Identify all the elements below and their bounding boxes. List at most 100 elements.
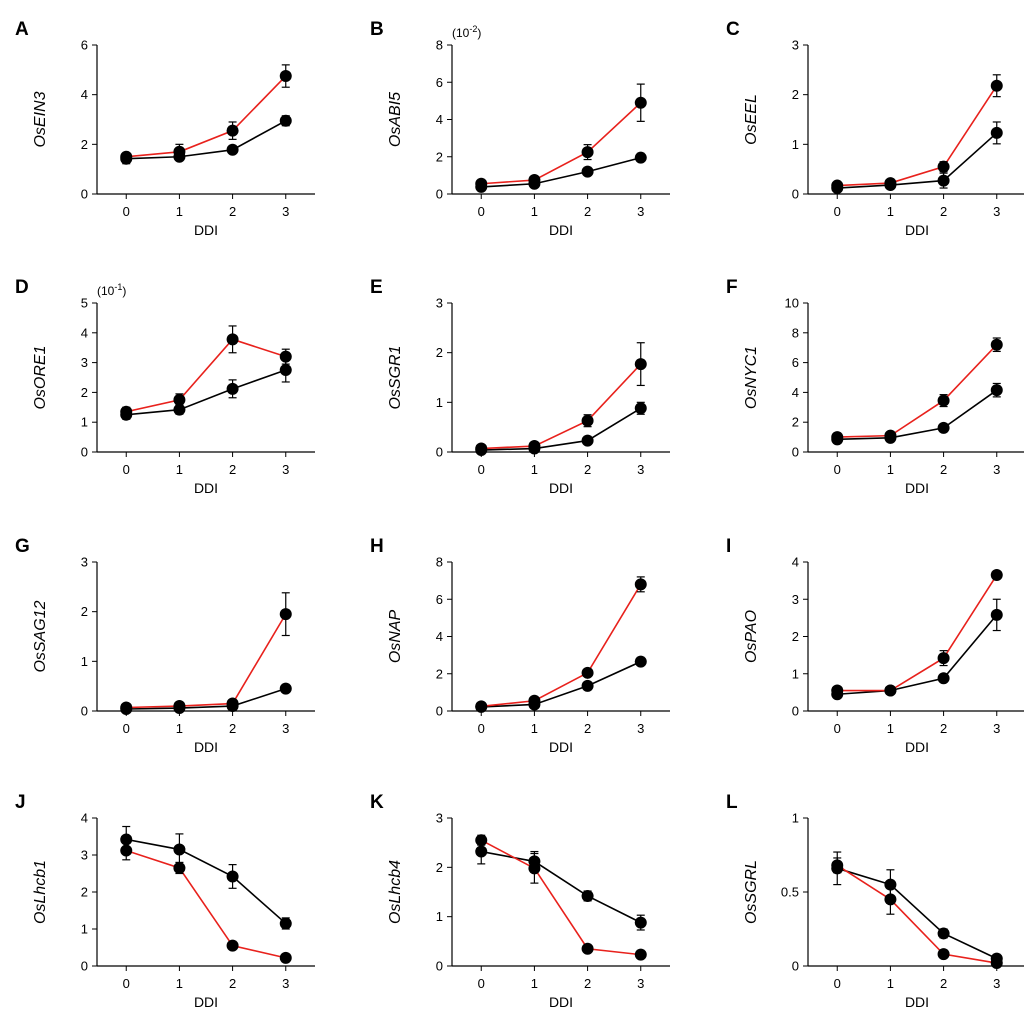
x-tick-label: 0 [478,721,485,736]
data-point-red [226,697,239,710]
y-tick-label: 1 [81,415,88,430]
panel-letter-h: H [370,536,384,557]
panel-letter-l: L [726,792,738,813]
x-tick-label: 1 [531,721,538,736]
y-axis-label: OsORE1 [32,345,49,409]
y-tick-label: 4 [792,555,799,570]
x-tick-label: 1 [887,976,894,991]
panel-letter-k: K [370,792,384,813]
series-line-black [126,120,287,160]
y-tick-label: 2 [436,860,443,875]
panel-l: L 0 0.5 1 0 1 2 3 DDI OsSGRL [726,792,1024,1010]
y-tick-label: 1 [436,909,443,924]
y-tick-label: 1 [792,666,799,681]
data-point-black [990,608,1003,621]
y-tick-label: 2 [81,137,88,152]
series-line-red [480,839,641,956]
panel-a: A 0 2 4 6 0 1 2 3 DDI OsEIN3 [15,19,315,238]
x-tick-label: 1 [531,976,538,991]
y-tick-label: 4 [81,87,88,102]
y-tick-label: 0 [436,187,443,202]
series-line-black [837,867,998,960]
y-tick-label: 3 [81,355,88,370]
x-axis-label: DDI [905,739,929,755]
data-point-black [279,364,292,377]
data-point-black [634,402,647,415]
data-point-red [581,146,594,159]
data-point-red [279,608,292,621]
scale-close: ) [477,26,481,40]
x-tick-label: 2 [229,976,236,991]
data-point-black [634,655,647,668]
x-axis-label: DDI [194,994,218,1010]
x-tick-label: 2 [229,721,236,736]
x-tick-label: 2 [584,462,591,477]
series-line-red [837,344,998,438]
y-tick-label: 3 [436,811,443,826]
series-line-red [837,85,998,187]
x-tick-label: 0 [123,462,130,477]
x-tick-label: 1 [176,204,183,219]
y-tick-label: 1 [792,811,799,826]
data-point-red [279,70,292,83]
panel-letter-a: A [15,19,29,40]
x-tick-label: 2 [229,204,236,219]
x-tick-label: 3 [282,462,289,477]
series-line-black [481,156,641,188]
data-point-red [990,79,1003,92]
data-point-red [581,414,594,427]
panel-letter-f: F [726,277,738,298]
x-axis-label: DDI [549,480,573,496]
data-point-red [226,333,239,346]
panel-f: F 0 2 4 6 8 10 0 1 2 3 DDI OsNYC1 [726,277,1024,496]
data-point-black [173,843,186,856]
y-tick-label: 6 [81,38,88,53]
y-tick-label: 0.5 [781,885,799,900]
data-point-red [226,939,239,952]
series-line-black [126,838,287,925]
data-point-black [279,114,292,127]
y-tick-label: 3 [436,296,443,311]
y-tick-label: 4 [436,112,443,127]
y-tick-label: 2 [81,885,88,900]
y-tick-label: 0 [81,704,88,719]
data-point-black [990,126,1003,139]
series-line-black [481,850,642,924]
x-axis-label: DDI [194,222,218,238]
data-point-black [279,682,292,695]
data-point-red [581,666,594,679]
y-tick-label: 8 [792,325,799,340]
data-point-red [475,700,488,713]
data-point-red [831,179,844,192]
data-point-black [937,421,950,434]
series-line-red [126,338,287,413]
y-axis-label: OsEIN3 [32,91,49,147]
y-tick-label: 4 [81,325,88,340]
data-point-red [279,951,292,964]
x-tick-label: 2 [940,976,947,991]
y-tick-label: 2 [436,666,443,681]
data-point-red [173,700,186,713]
x-tick-label: 3 [993,976,1000,991]
data-point-black [581,679,594,692]
y-tick-label: 3 [81,555,88,570]
series-line-black [481,407,642,451]
x-axis-label: DDI [905,994,929,1010]
y-tick-label: 10 [785,296,799,311]
data-point-red [884,684,897,697]
panel-g: G 0 1 2 3 0 1 2 3 DDI OsSAG12 [15,536,315,755]
y-tick-label: 0 [436,959,443,974]
series-line-red [481,102,642,185]
data-point-red [120,844,133,857]
y-tick-label: 0 [792,445,799,460]
y-tick-label: 4 [81,811,88,826]
x-axis-label: DDI [194,480,218,496]
y-tick-label: 1 [436,395,443,410]
scale-exponent: -2 [469,24,477,34]
x-tick-label: 0 [834,204,841,219]
data-point-red [475,834,488,847]
x-tick-label: 0 [478,462,485,477]
x-axis-label: DDI [905,222,929,238]
x-tick-label: 1 [887,204,894,219]
